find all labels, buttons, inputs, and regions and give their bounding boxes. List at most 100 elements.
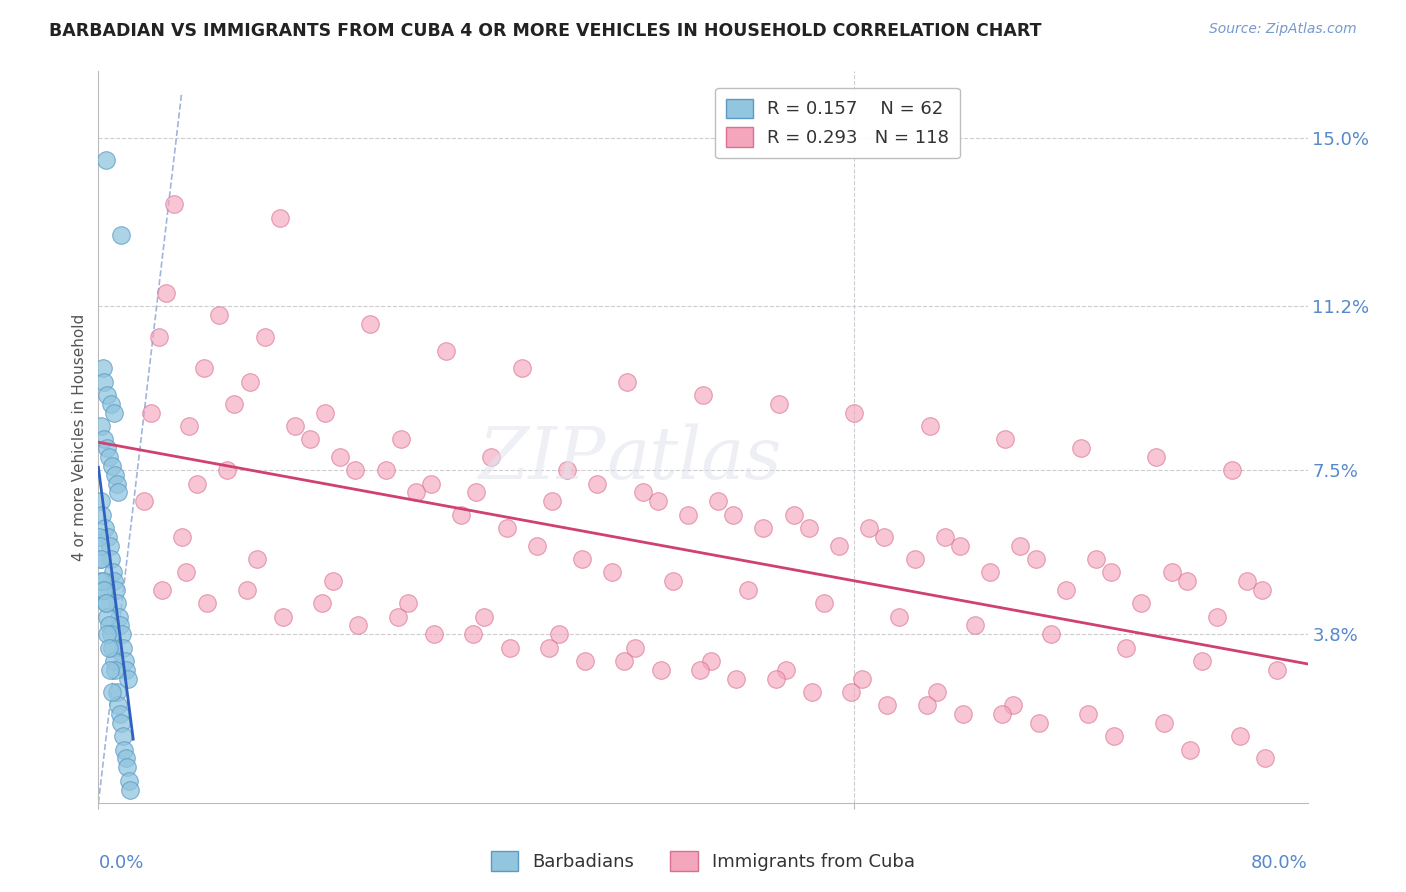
Point bbox=[111, 729, 134, 743]
Point bbox=[889, 609, 911, 624]
Point bbox=[800, 685, 823, 699]
Point bbox=[90, 419, 112, 434]
Point bbox=[915, 698, 938, 713]
Point bbox=[89, 552, 111, 566]
Point bbox=[253, 330, 276, 344]
Point bbox=[828, 539, 851, 553]
Point bbox=[98, 663, 121, 677]
Point bbox=[405, 485, 427, 500]
Point bbox=[94, 153, 117, 167]
Point bbox=[707, 494, 730, 508]
Point bbox=[396, 596, 419, 610]
Point bbox=[94, 596, 117, 610]
Point bbox=[104, 467, 127, 482]
Point bbox=[994, 432, 1017, 446]
Point bbox=[174, 566, 197, 580]
Point bbox=[510, 361, 533, 376]
Point bbox=[93, 432, 115, 446]
Point bbox=[387, 609, 409, 624]
Point bbox=[103, 574, 125, 589]
Point bbox=[752, 521, 775, 535]
Point bbox=[858, 521, 880, 535]
Point bbox=[904, 552, 927, 566]
Point bbox=[104, 582, 127, 597]
Point bbox=[90, 574, 112, 589]
Point bbox=[329, 450, 352, 464]
Point bbox=[105, 476, 128, 491]
Point bbox=[548, 627, 571, 641]
Point bbox=[96, 609, 118, 624]
Point bbox=[616, 375, 638, 389]
Point bbox=[91, 574, 114, 589]
Point bbox=[1160, 566, 1182, 580]
Text: BARBADIAN VS IMMIGRANTS FROM CUBA 4 OR MORE VEHICLES IN HOUSEHOLD CORRELATION CH: BARBADIAN VS IMMIGRANTS FROM CUBA 4 OR M… bbox=[49, 22, 1042, 40]
Point bbox=[98, 450, 121, 464]
Point bbox=[1099, 566, 1122, 580]
Point bbox=[115, 663, 138, 677]
Point bbox=[699, 654, 721, 668]
Point bbox=[110, 618, 132, 632]
Point bbox=[322, 574, 344, 589]
Point bbox=[979, 566, 1001, 580]
Legend: Barbadians, Immigrants from Cuba: Barbadians, Immigrants from Cuba bbox=[484, 844, 922, 879]
Point bbox=[195, 596, 218, 610]
Text: 0.0%: 0.0% bbox=[98, 854, 143, 872]
Point bbox=[498, 640, 520, 655]
Point bbox=[555, 463, 578, 477]
Point bbox=[465, 485, 488, 500]
Point bbox=[481, 450, 503, 464]
Point bbox=[1153, 716, 1175, 731]
Point bbox=[100, 685, 122, 699]
Point bbox=[90, 552, 112, 566]
Y-axis label: 4 or more Vehicles in Household: 4 or more Vehicles in Household bbox=[72, 313, 87, 561]
Point bbox=[96, 441, 118, 455]
Point bbox=[434, 343, 457, 358]
Point bbox=[450, 508, 472, 522]
Point bbox=[1267, 663, 1289, 677]
Point bbox=[737, 582, 759, 597]
Text: 80.0%: 80.0% bbox=[1251, 854, 1308, 872]
Point bbox=[927, 685, 949, 699]
Point bbox=[844, 406, 866, 420]
Point bbox=[1039, 627, 1062, 641]
Point bbox=[224, 397, 246, 411]
Point bbox=[284, 419, 307, 434]
Point bbox=[215, 463, 238, 477]
Point bbox=[155, 285, 177, 300]
Point bbox=[1115, 640, 1137, 655]
Point bbox=[150, 582, 173, 597]
Point bbox=[347, 618, 370, 632]
Point bbox=[91, 508, 114, 522]
Point bbox=[314, 406, 336, 420]
Point bbox=[104, 663, 127, 677]
Point bbox=[186, 476, 208, 491]
Point bbox=[1146, 450, 1168, 464]
Point bbox=[89, 539, 111, 553]
Point bbox=[571, 552, 593, 566]
Point bbox=[111, 627, 134, 641]
Point bbox=[1175, 574, 1198, 589]
Point bbox=[100, 397, 122, 411]
Point bbox=[103, 406, 125, 420]
Point bbox=[537, 640, 560, 655]
Point bbox=[472, 609, 495, 624]
Point bbox=[991, 707, 1014, 722]
Point bbox=[797, 521, 820, 535]
Point bbox=[725, 672, 748, 686]
Point bbox=[1254, 751, 1277, 765]
Point bbox=[101, 458, 124, 473]
Point bbox=[208, 308, 231, 322]
Point bbox=[94, 596, 117, 610]
Point bbox=[689, 663, 711, 677]
Point bbox=[120, 782, 142, 797]
Point bbox=[235, 582, 257, 597]
Point bbox=[650, 663, 672, 677]
Point bbox=[526, 539, 548, 553]
Point bbox=[586, 476, 609, 491]
Point bbox=[624, 640, 647, 655]
Point bbox=[108, 707, 131, 722]
Point bbox=[91, 582, 114, 597]
Point bbox=[1001, 698, 1024, 713]
Point bbox=[110, 228, 132, 243]
Point bbox=[107, 485, 129, 500]
